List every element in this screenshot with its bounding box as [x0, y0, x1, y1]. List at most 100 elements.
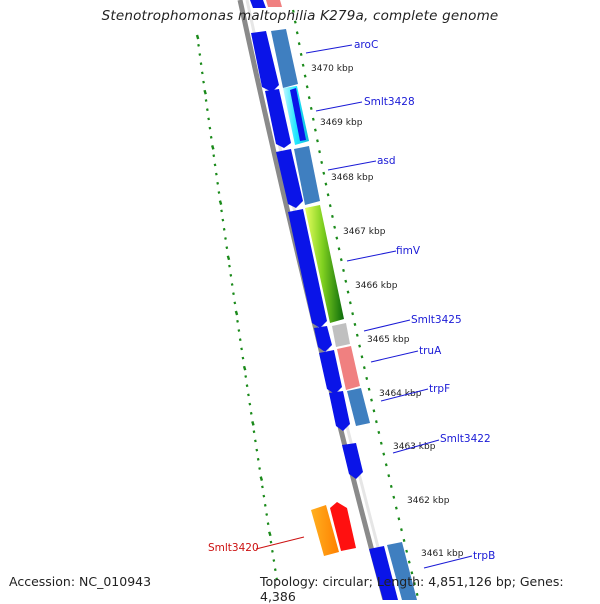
scale-tick: [331, 214, 334, 218]
scale-dot: [262, 494, 266, 498]
cds-smlt3420[interactable]: [311, 505, 339, 556]
cds-arrow-smlt3425[interactable]: [332, 323, 350, 347]
scale-tick: [339, 258, 343, 262]
scale-dot: [269, 540, 273, 544]
inner-scale-track: [195, 34, 279, 581]
scale-dot: [199, 62, 203, 66]
scale-tick: [400, 528, 403, 532]
cds-arrow-asd[interactable]: [294, 146, 320, 205]
gene-label-smlt3428[interactable]: Smlt3428: [364, 96, 415, 108]
scale-tick: [295, 31, 299, 35]
scale-tick: [333, 225, 337, 229]
gene-label-truA[interactable]: truA: [419, 345, 442, 357]
scale-dot: [214, 172, 218, 176]
gene-label-smlt3425[interactable]: Smlt3425: [411, 314, 462, 326]
scale-tick: [392, 495, 396, 499]
cds-forward[interactable]: [314, 326, 332, 352]
scale-dot: [265, 513, 269, 516]
cds-forward[interactable]: [265, 89, 291, 148]
scale-dot: [217, 191, 221, 194]
gene-label-trpB[interactable]: trpB: [473, 550, 495, 562]
scale-tick: [351, 312, 355, 316]
gene-label-smlt3420[interactable]: Smlt3420: [208, 542, 259, 554]
cds-smlt3428-blue[interactable]: [290, 88, 306, 141]
scale-dot: [233, 301, 237, 305]
scale-tick: [318, 150, 321, 154]
scale-dot: [213, 163, 217, 167]
scale-dot: [266, 522, 270, 526]
scale-tick: [402, 538, 406, 542]
scale-tick: [365, 376, 369, 380]
gene-label-trpF[interactable]: trpF: [429, 383, 450, 395]
feature-track: [250, 0, 417, 600]
scale-tick: [301, 63, 305, 67]
scale-tick: [362, 366, 366, 370]
cds-forward[interactable]: [369, 546, 398, 600]
kbp-label: 3462 kbp: [407, 496, 450, 506]
scale-dot: [209, 135, 213, 139]
scale-tick: [316, 139, 319, 143]
scale-dot: [234, 310, 239, 316]
scale-dot: [211, 145, 215, 150]
scale-tick: [355, 333, 359, 337]
map-title: Stenotrophomonas maltophilia K279a, comp…: [101, 8, 499, 24]
scale-tick: [293, 20, 297, 24]
scale-tick: [313, 128, 317, 132]
scale-tick: [387, 474, 391, 478]
scale-dot: [226, 255, 231, 261]
scale-tick: [367, 387, 371, 391]
scale-dot: [237, 329, 241, 332]
gene-label-asd[interactable]: asd: [377, 155, 396, 167]
scale-tick: [328, 204, 332, 208]
gene-label-aroC[interactable]: aroC: [354, 39, 378, 51]
scale-dot: [205, 108, 209, 112]
scale-dot: [228, 264, 231, 268]
cds-forward[interactable]: [288, 209, 327, 328]
gene-labels: aroC Smlt3428 asd fimV Smlt3425 truA trp…: [208, 39, 495, 562]
cds-forward[interactable]: [250, 0, 266, 8]
cds-arrow-trpB[interactable]: [387, 542, 417, 600]
cds-top-pink[interactable]: [266, 0, 282, 7]
gene-label-fimV[interactable]: fimV: [396, 245, 421, 257]
gene-label-smlt3422[interactable]: Smlt3422: [440, 433, 491, 445]
scale-tick: [322, 171, 326, 175]
cds-forward[interactable]: [342, 443, 363, 479]
cds-forward[interactable]: [251, 31, 279, 92]
scale-dot: [200, 71, 204, 75]
scale-dot: [232, 292, 235, 296]
scale-dot: [221, 218, 225, 222]
scale-dot: [263, 503, 267, 507]
scale-tick: [297, 42, 301, 46]
scale-dot: [212, 154, 216, 158]
scale-dot: [261, 485, 264, 489]
gene-label-leaders: [255, 44, 473, 569]
cds-arrow-trpF[interactable]: [347, 388, 370, 426]
scale-dot: [195, 34, 200, 40]
cds-forward[interactable]: [329, 391, 350, 431]
scale-tick: [410, 571, 414, 575]
scale-tick: [394, 506, 398, 510]
kbp-label: 3469 kbp: [320, 118, 363, 128]
kbp-label: 3465 kbp: [367, 335, 410, 345]
scale-dot: [208, 126, 212, 130]
cds-forward[interactable]: [319, 350, 342, 394]
scale-dot: [197, 43, 200, 47]
cds-arrow-aroC[interactable]: [271, 29, 298, 88]
scale-dot: [222, 227, 226, 231]
scale-dot: [248, 402, 252, 406]
scale-tick: [307, 96, 311, 100]
cds-forward[interactable]: [276, 149, 303, 208]
scale-dot: [236, 319, 239, 323]
scale-dot: [272, 559, 276, 562]
scale-dot: [268, 531, 272, 537]
cds-arrow-fimV[interactable]: [305, 205, 344, 323]
scale-tick: [326, 193, 330, 197]
scale-tick: [346, 290, 350, 294]
scale-tick: [353, 322, 357, 326]
cds-arrow-smlt3420-red[interactable]: [330, 502, 356, 551]
cds-arrow-truA[interactable]: [337, 346, 360, 390]
scale-dot: [224, 237, 227, 240]
scale-dot: [254, 439, 257, 443]
scale-dot: [202, 80, 205, 84]
